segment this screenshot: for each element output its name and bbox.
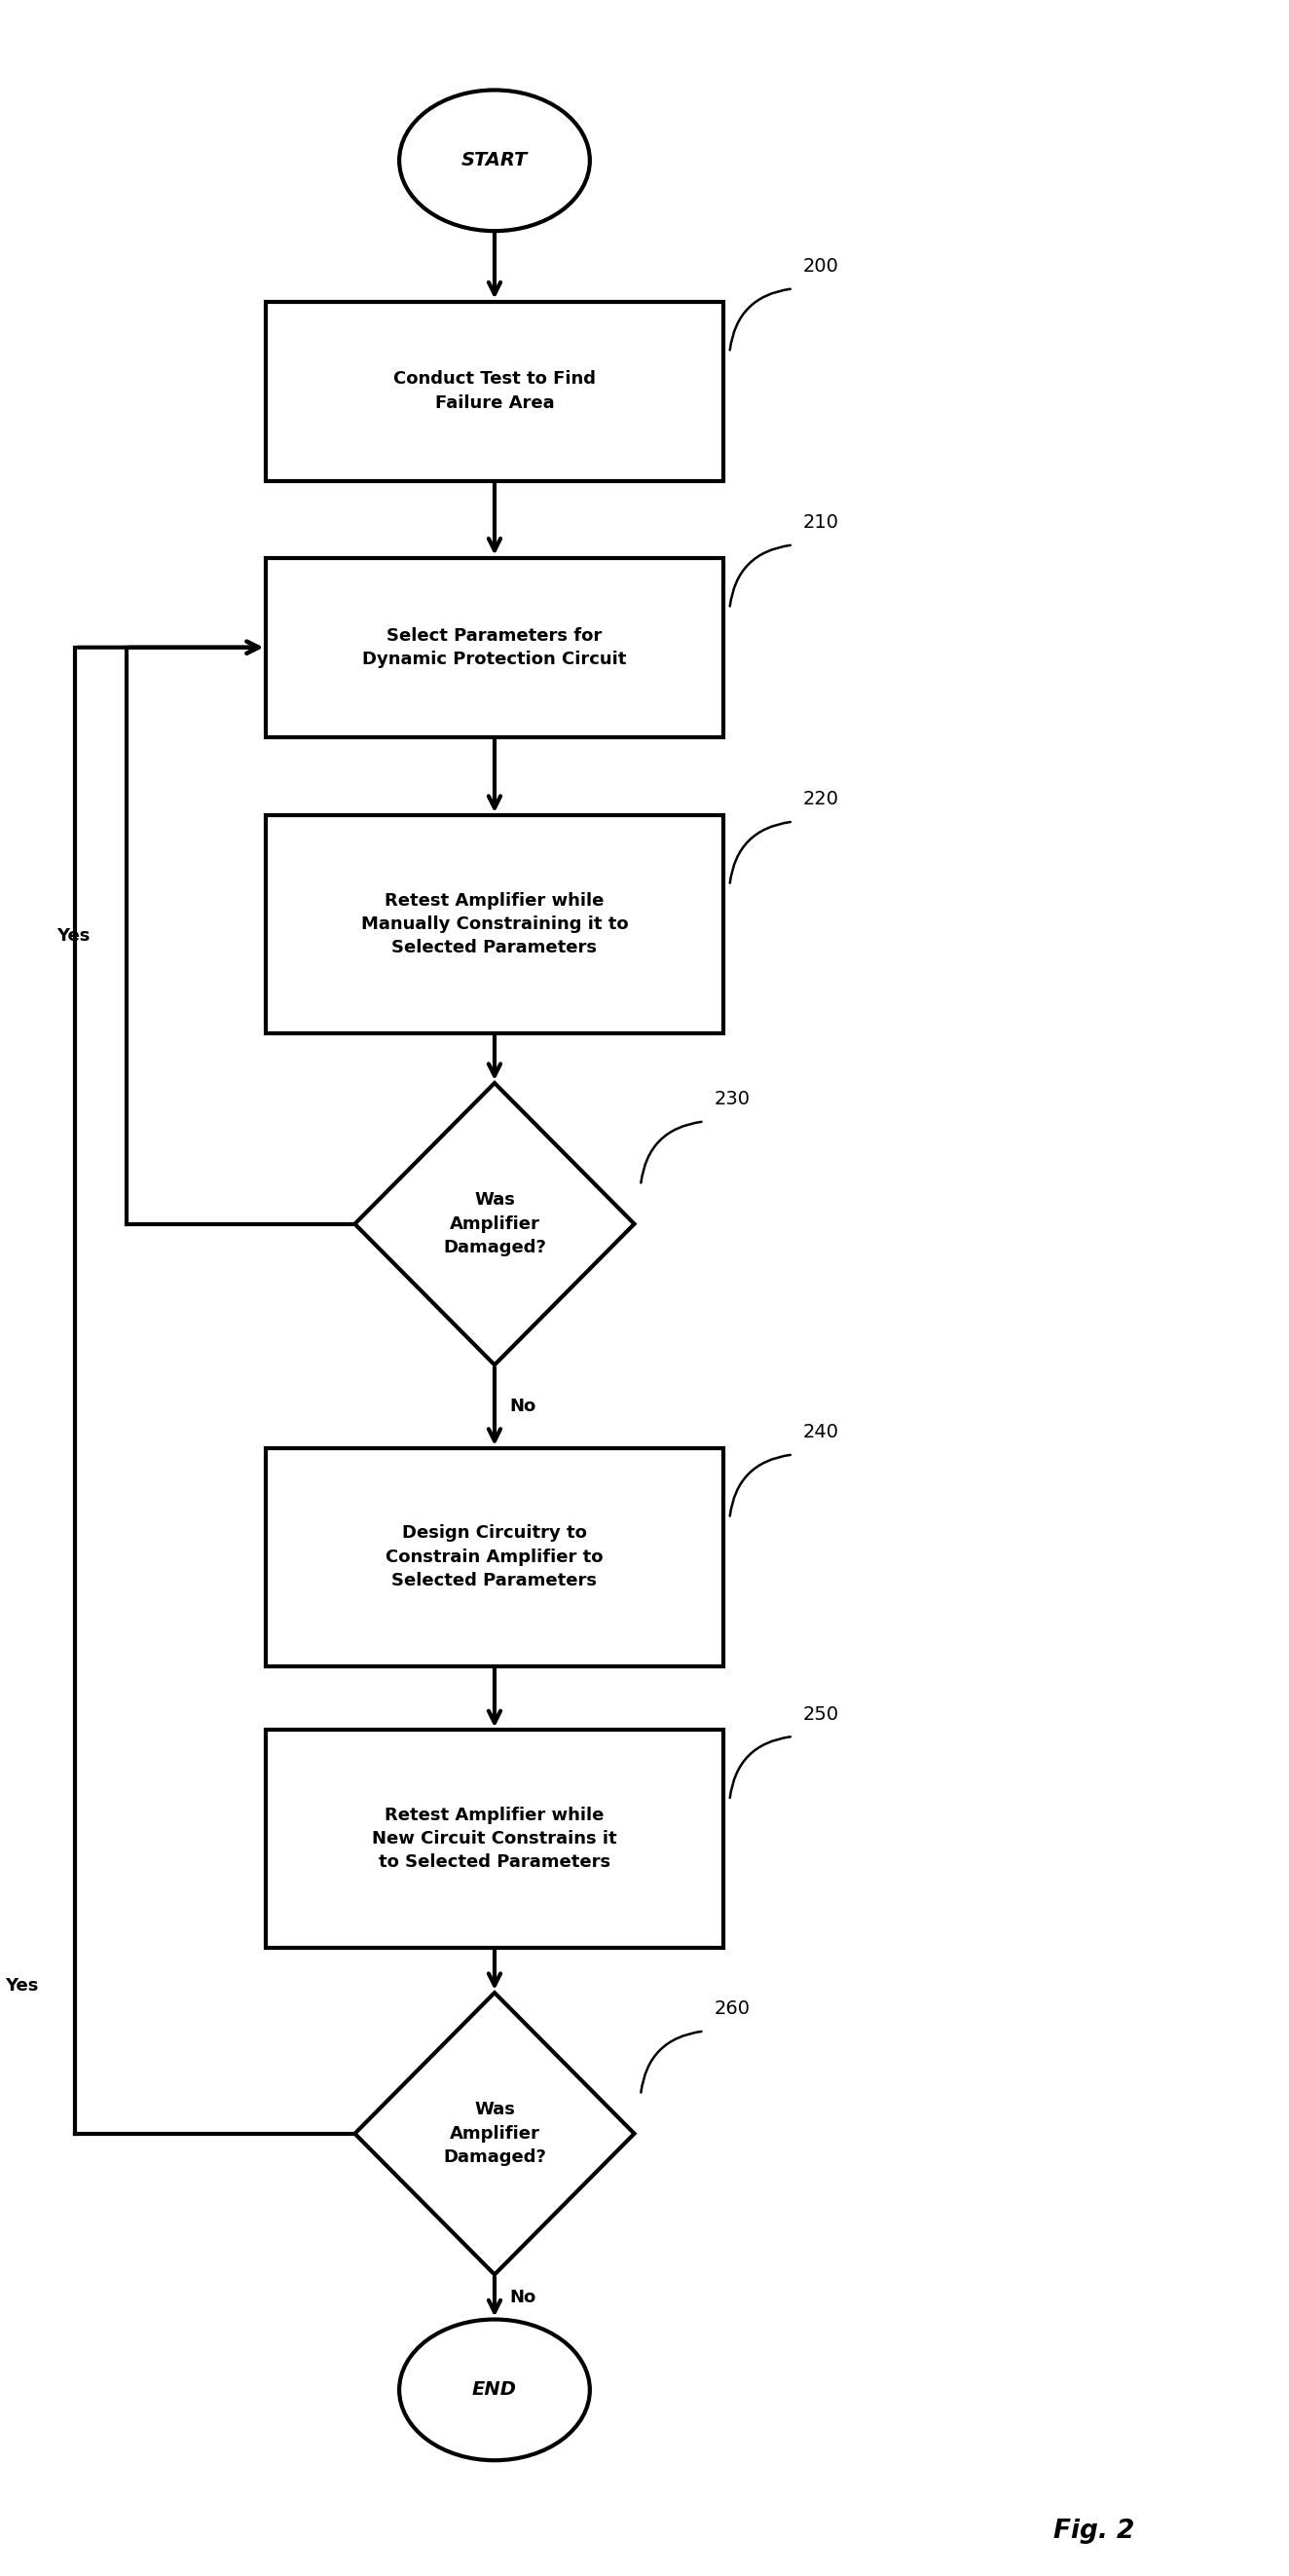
Text: 200: 200 — [803, 258, 839, 276]
Text: 230: 230 — [714, 1090, 750, 1108]
Ellipse shape — [400, 90, 590, 232]
Bar — [266, 556, 723, 737]
Text: 260: 260 — [714, 1999, 750, 2020]
Text: No: No — [509, 2287, 536, 2306]
Ellipse shape — [400, 2318, 590, 2460]
Text: Conduct Test to Find
Failure Area: Conduct Test to Find Failure Area — [393, 371, 596, 412]
Text: Yes: Yes — [5, 1978, 39, 1994]
Text: Fig. 2: Fig. 2 — [1053, 2519, 1134, 2543]
Text: Design Circuitry to
Constrain Amplifier to
Selected Parameters: Design Circuitry to Constrain Amplifier … — [385, 1525, 603, 1589]
Polygon shape — [354, 1082, 634, 1365]
Text: Retest Amplifier while
New Circuit Constrains it
to Selected Parameters: Retest Amplifier while New Circuit Const… — [373, 1806, 617, 1870]
Text: 250: 250 — [803, 1705, 839, 1723]
Bar — [266, 1448, 723, 1667]
Text: Select Parameters for
Dynamic Protection Circuit: Select Parameters for Dynamic Protection… — [362, 626, 626, 667]
Text: 220: 220 — [803, 791, 839, 809]
Bar — [266, 1731, 723, 1947]
Text: 210: 210 — [803, 513, 839, 533]
Text: END: END — [472, 2380, 517, 2398]
Text: Was
Amplifier
Damaged?: Was Amplifier Damaged? — [443, 2102, 547, 2166]
Text: Retest Amplifier while
Manually Constraining it to
Selected Parameters: Retest Amplifier while Manually Constrai… — [361, 891, 628, 956]
Text: 240: 240 — [803, 1425, 839, 1443]
Polygon shape — [354, 1994, 634, 2275]
Bar — [266, 301, 723, 482]
Text: No: No — [509, 1399, 536, 1414]
Bar — [266, 814, 723, 1033]
Text: START: START — [461, 152, 527, 170]
Text: Yes: Yes — [57, 927, 90, 945]
Text: Was
Amplifier
Damaged?: Was Amplifier Damaged? — [443, 1193, 547, 1257]
